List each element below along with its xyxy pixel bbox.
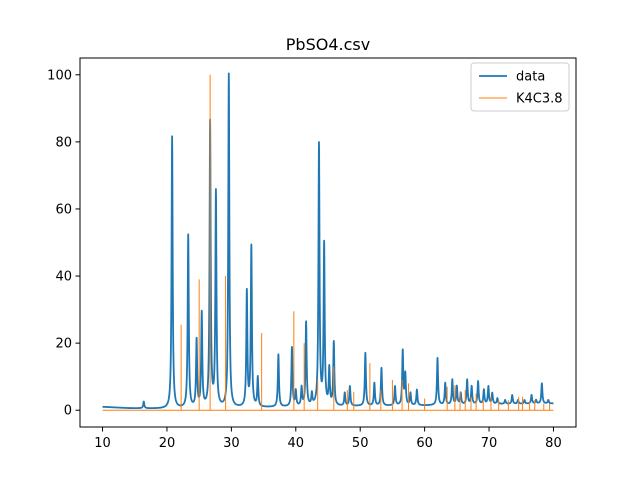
series-group [101,72,555,411]
y-tick-label: 0 [64,404,72,419]
y-tick-label: 20 [55,337,72,352]
x-tick-label: 20 [159,436,176,451]
legend-box [470,62,570,112]
x-tick-label: 70 [481,436,498,451]
x-axis: 10 20 30 40 50 60 70 80 [94,427,562,451]
axes-frame [79,57,577,428]
y-tick-label: 80 [55,135,72,150]
x-tick-label: 60 [416,436,433,451]
legend-label: K4C3.8 [516,92,563,107]
chart-title: PbSO4.csv [286,35,370,54]
x-tick-label: 50 [352,436,369,451]
x-tick-label: 40 [288,436,305,451]
x-tick-label: 30 [223,436,240,451]
y-axis: 0 20 40 60 80 100 [47,68,80,419]
x-tick-label: 80 [545,436,562,451]
y-tick-label: 40 [55,270,72,285]
legend: data K4C3.8 [470,62,570,112]
y-tick-label: 60 [55,202,72,217]
y-tick-label: 100 [47,68,72,83]
data-line [101,72,555,410]
legend-label: data [516,70,545,85]
x-tick-label: 10 [94,436,111,451]
plot-area [79,57,577,428]
